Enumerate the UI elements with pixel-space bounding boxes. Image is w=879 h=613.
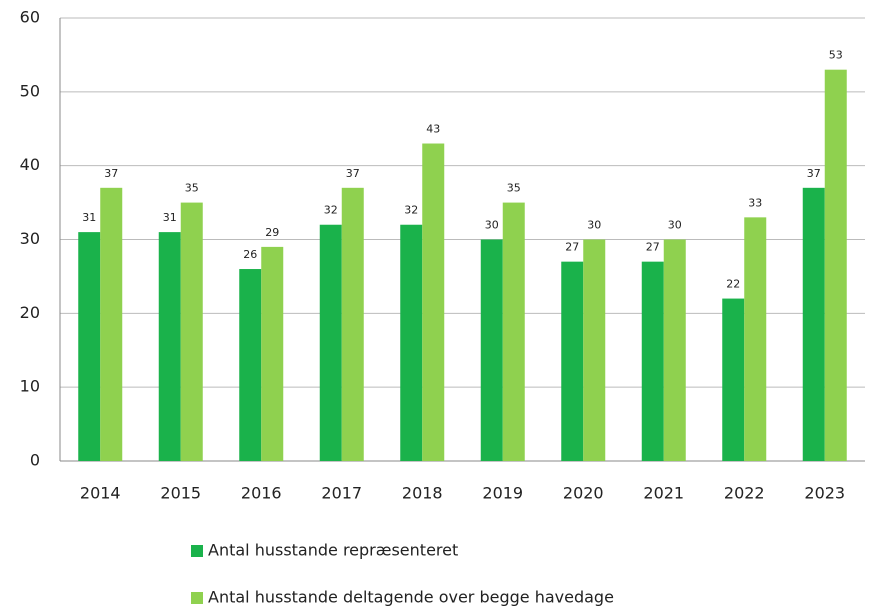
bar: [641, 261, 664, 461]
value-label: 27: [565, 241, 579, 254]
bar: [722, 298, 745, 461]
y-tick-label: 40: [20, 155, 40, 174]
y-tick-label: 0: [30, 451, 40, 470]
bar: [261, 246, 284, 461]
value-label: 35: [507, 182, 521, 195]
x-tick-label: 2023: [804, 484, 845, 503]
x-tick-label: 2020: [563, 484, 604, 503]
bar: [502, 202, 525, 462]
x-tick-label: 2017: [321, 484, 362, 503]
value-label: 32: [404, 204, 418, 217]
value-label: 30: [668, 219, 682, 232]
value-label: 30: [587, 219, 601, 232]
bar: [158, 232, 181, 461]
value-label: 35: [185, 182, 199, 195]
bar: [78, 232, 101, 461]
x-tick-label: 2016: [241, 484, 282, 503]
bar: [824, 69, 847, 461]
bar: [400, 224, 423, 461]
bar: [561, 261, 584, 461]
bar: [744, 217, 767, 461]
value-label: 26: [243, 248, 257, 261]
y-tick-label: 20: [20, 303, 40, 322]
bar: [663, 239, 686, 461]
y-tick-label: 50: [20, 81, 40, 100]
value-label: 27: [646, 241, 660, 254]
bar: [319, 224, 342, 461]
bar: [100, 187, 123, 462]
x-tick-label: 2019: [482, 484, 523, 503]
bar: [422, 143, 445, 461]
value-label: 22: [726, 278, 740, 291]
legend-swatch: [191, 545, 203, 557]
legend-label: Antal husstande repræsenteret: [208, 541, 458, 560]
bar: [802, 187, 825, 462]
value-label: 29: [265, 226, 279, 239]
value-label: 31: [82, 211, 96, 224]
bar: [480, 239, 503, 461]
value-label: 30: [485, 219, 499, 232]
bar: [583, 239, 606, 461]
value-label: 53: [829, 49, 843, 62]
legend-label: Antal husstande deltagende over begge ha…: [208, 588, 614, 607]
value-label: 37: [104, 167, 118, 180]
value-label: 37: [346, 167, 360, 180]
value-label: 33: [748, 196, 762, 209]
value-label: 32: [324, 204, 338, 217]
x-tick-label: 2015: [160, 484, 201, 503]
legend-swatch: [191, 592, 203, 604]
x-tick-label: 2014: [80, 484, 121, 503]
y-tick-label: 10: [20, 377, 40, 396]
x-tick-label: 2021: [643, 484, 684, 503]
value-label: 43: [426, 123, 440, 136]
value-label: 37: [807, 167, 821, 180]
x-tick-label: 2018: [402, 484, 443, 503]
bar: [341, 187, 364, 462]
x-tick-label: 2022: [724, 484, 765, 503]
value-label: 31: [163, 211, 177, 224]
bar: [180, 202, 203, 462]
y-tick-label: 60: [20, 8, 40, 27]
y-tick-label: 30: [20, 229, 40, 248]
bar: [239, 269, 262, 461]
